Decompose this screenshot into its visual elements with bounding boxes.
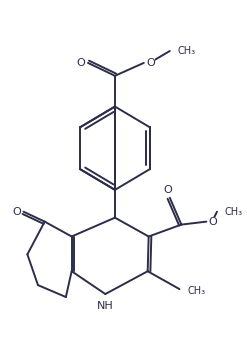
Text: O: O [12,207,21,217]
Text: CH₃: CH₃ [178,46,196,56]
Text: CH₃: CH₃ [225,207,243,217]
Text: O: O [76,58,85,68]
Text: CH₃: CH₃ [187,286,205,296]
Text: O: O [164,185,172,195]
Text: O: O [146,58,155,68]
Text: O: O [209,217,218,227]
Text: NH: NH [97,301,114,311]
